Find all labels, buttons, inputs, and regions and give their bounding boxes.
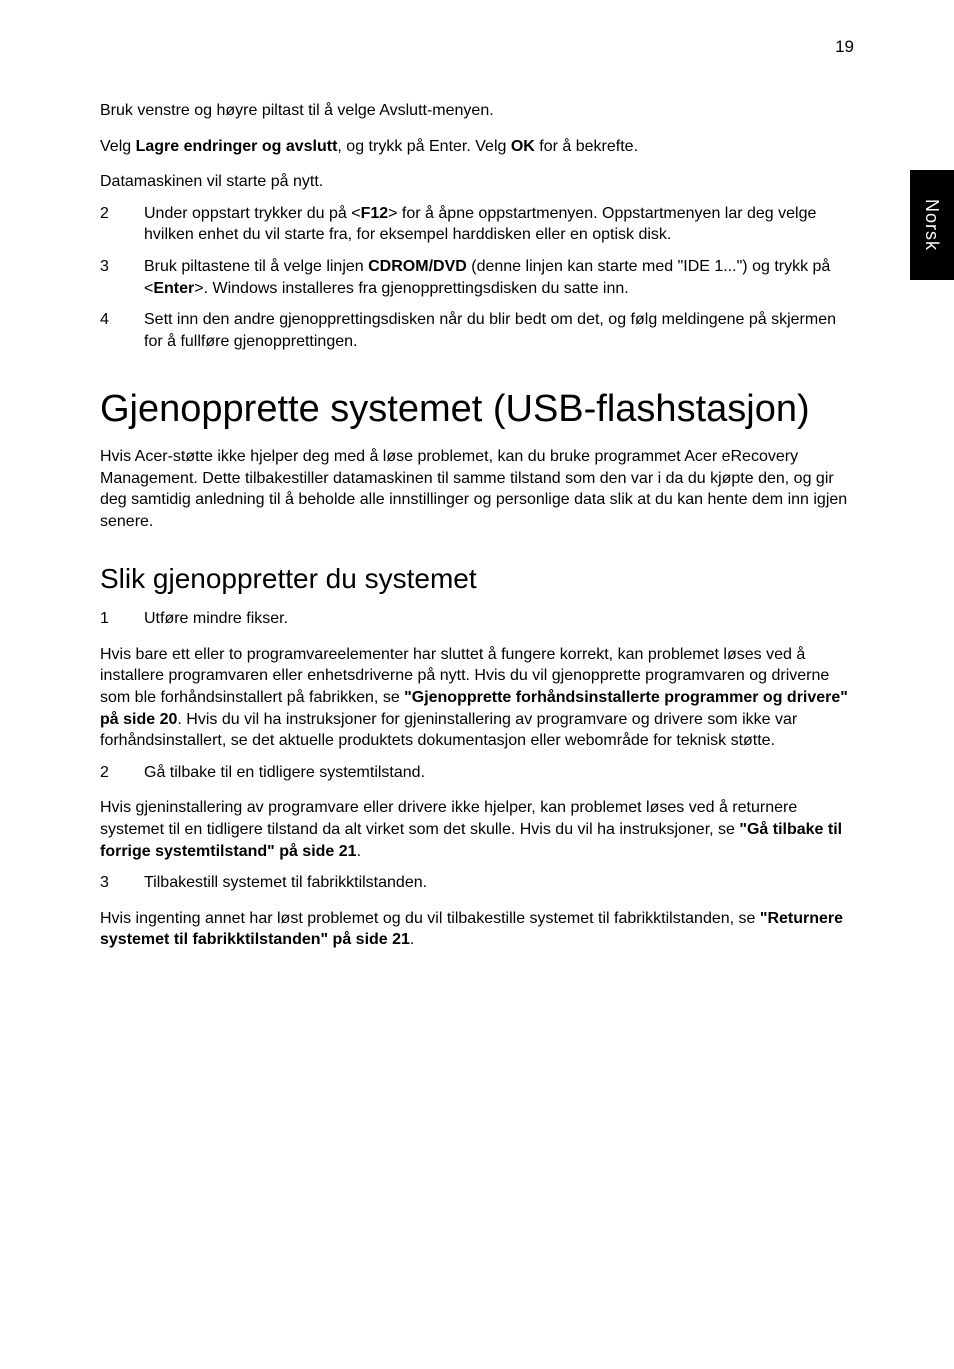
paragraph: Velg Lagre endringer og avslutt, og tryk…	[100, 136, 854, 158]
text: , og trykk på Enter. Velg	[337, 138, 510, 155]
text: Bruk piltastene til å velge linjen	[144, 258, 368, 275]
item-number: 2	[100, 762, 120, 784]
list-item: 3 Tilbakestill systemet til fabrikktilst…	[100, 872, 854, 894]
paragraph: Hvis gjeninstallering av programvare ell…	[100, 797, 854, 862]
heading-2: Slik gjenoppretter du systemet	[100, 560, 854, 598]
numbered-list: 2 Gå tilbake til en tidligere systemtils…	[100, 762, 854, 784]
list-item: 4 Sett inn den andre gjenopprettingsdisk…	[100, 309, 854, 352]
paragraph: Bruk venstre og høyre piltast til å velg…	[100, 100, 854, 122]
text: for å bekrefte.	[535, 138, 638, 155]
language-tab-label: Norsk	[920, 199, 944, 251]
page-number: 19	[835, 36, 854, 59]
bold-text: OK	[511, 138, 535, 155]
item-text: Tilbakestill systemet til fabrikktilstan…	[144, 872, 854, 894]
list-item: 3 Bruk piltastene til å velge linjen CDR…	[100, 256, 854, 299]
item-number: 4	[100, 309, 120, 352]
item-number: 1	[100, 608, 120, 630]
numbered-list: 2 Under oppstart trykker du på <F12> for…	[100, 203, 854, 353]
item-text: Bruk piltastene til å velge linjen CDROM…	[144, 256, 854, 299]
text: Hvis gjeninstallering av programvare ell…	[100, 799, 797, 838]
text: . Hvis du vil ha instruksjoner for gjeni…	[100, 711, 797, 750]
bold-text: Lagre endringer og avslutt	[136, 138, 338, 155]
item-number: 2	[100, 203, 120, 246]
item-number: 3	[100, 256, 120, 299]
numbered-list: 1 Utføre mindre fikser.	[100, 608, 854, 630]
item-text: Sett inn den andre gjenopprettingsdisken…	[144, 309, 854, 352]
paragraph: Hvis ingenting annet har løst problemet …	[100, 908, 854, 951]
list-item: 2 Gå tilbake til en tidligere systemtils…	[100, 762, 854, 784]
paragraph: Datamaskinen vil starte på nytt.	[100, 171, 854, 193]
list-item: 2 Under oppstart trykker du på <F12> for…	[100, 203, 854, 246]
item-text: Utføre mindre fikser.	[144, 608, 854, 630]
bold-text: CDROM/DVD	[368, 258, 467, 275]
text: .	[357, 843, 361, 860]
language-tab: Norsk	[910, 170, 954, 280]
paragraph: Hvis bare ett eller to programvareelemen…	[100, 644, 854, 752]
heading-1: Gjenopprette systemet (USB-flashstasjon)	[100, 388, 854, 432]
item-number: 3	[100, 872, 120, 894]
paragraph: Hvis Acer-støtte ikke hjelper deg med å …	[100, 446, 854, 532]
list-item: 1 Utføre mindre fikser.	[100, 608, 854, 630]
text: Under oppstart trykker du på <	[144, 205, 361, 222]
bold-text: F12	[361, 205, 389, 222]
numbered-list: 3 Tilbakestill systemet til fabrikktilst…	[100, 872, 854, 894]
text: >. Windows installeres fra gjenopprettin…	[194, 280, 628, 297]
text: .	[410, 931, 414, 948]
text: Velg	[100, 138, 136, 155]
item-text: Under oppstart trykker du på <F12> for å…	[144, 203, 854, 246]
text: Hvis ingenting annet har løst problemet …	[100, 910, 760, 927]
bold-text: Enter	[153, 280, 194, 297]
item-text: Gå tilbake til en tidligere systemtilsta…	[144, 762, 854, 784]
